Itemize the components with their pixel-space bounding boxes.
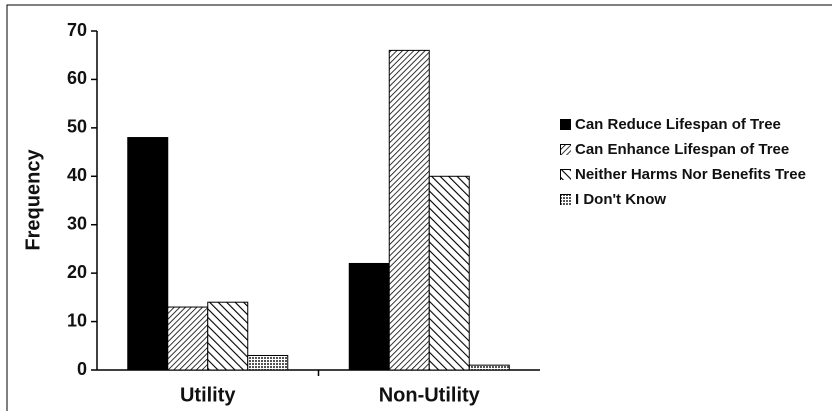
y-tick-label: 20 xyxy=(67,262,87,282)
legend: Can Reduce Lifespan of Tree Can Enhance L… xyxy=(560,116,830,216)
y-tick-label: 70 xyxy=(67,20,87,40)
bar xyxy=(468,364,510,371)
bar xyxy=(247,354,289,371)
legend-label: I Don't Know xyxy=(575,191,667,208)
legend-item: I Don't Know xyxy=(560,191,830,209)
legend-item: Can Reduce Lifespan of Tree xyxy=(560,116,830,134)
legend-swatch xyxy=(560,144,571,155)
x-tick-label: Utility xyxy=(180,384,236,406)
bar xyxy=(388,49,430,371)
bar xyxy=(207,301,249,371)
legend-label: Neither Harms Nor Benefits Tree xyxy=(575,166,806,183)
frame xyxy=(6,4,832,411)
y-tick-label: 40 xyxy=(67,165,87,185)
legend-label: Can Reduce Lifespan of Tree xyxy=(575,116,781,133)
legend-item: Can Enhance Lifespan of Tree xyxy=(560,141,830,159)
bar xyxy=(428,175,470,371)
x-tick-label: Non-Utility xyxy=(379,384,481,406)
legend-swatch xyxy=(560,119,571,130)
legend-swatch xyxy=(560,169,571,180)
y-tick-label: 50 xyxy=(67,117,87,137)
y-tick-label: 30 xyxy=(67,213,87,233)
y-tick-label: 0 xyxy=(77,359,87,379)
legend-swatch xyxy=(560,194,571,205)
bar xyxy=(348,262,390,371)
y-tick-label: 10 xyxy=(67,310,87,330)
y-axis-label: Frequency xyxy=(22,149,44,251)
legend-label: Can Enhance Lifespan of Tree xyxy=(575,141,790,158)
legend-item: Neither Harms Nor Benefits Tree xyxy=(560,166,830,184)
bar xyxy=(127,137,169,371)
y-tick-label: 60 xyxy=(67,68,87,88)
bar xyxy=(167,306,209,371)
